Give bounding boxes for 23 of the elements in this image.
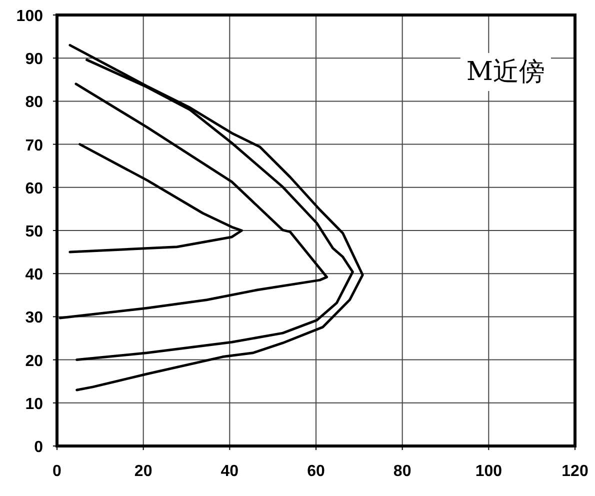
line-series <box>68 44 364 392</box>
y-tick-label: 90 <box>25 51 44 68</box>
line-series <box>76 58 354 362</box>
y-tick-label: 20 <box>25 352 44 370</box>
line-series <box>58 82 328 320</box>
x-tick-label: 80 <box>393 463 412 480</box>
y-tick-label: 40 <box>25 266 44 284</box>
y-tick-label: 70 <box>25 137 44 154</box>
y-tick-label: 50 <box>25 224 44 240</box>
y-tick-label: 30 <box>25 310 44 327</box>
x-tick-label: 40 <box>220 463 239 480</box>
x-tick-label: 20 <box>134 463 152 480</box>
line-series <box>68 143 244 254</box>
y-tick-label: 0 <box>34 439 44 456</box>
y-tick-label: 100 <box>16 8 44 25</box>
y-tick-label: 60 <box>25 180 44 198</box>
x-tick-label: 100 <box>475 463 502 480</box>
y-tick-label: 80 <box>25 94 44 112</box>
annotation: M近傍 <box>466 57 545 87</box>
x-tick-label: 0 <box>52 463 62 480</box>
x-tick-label: 60 <box>307 463 325 480</box>
x-tick-label: 120 <box>562 463 588 480</box>
y-tick-label: 10 <box>25 396 44 413</box>
